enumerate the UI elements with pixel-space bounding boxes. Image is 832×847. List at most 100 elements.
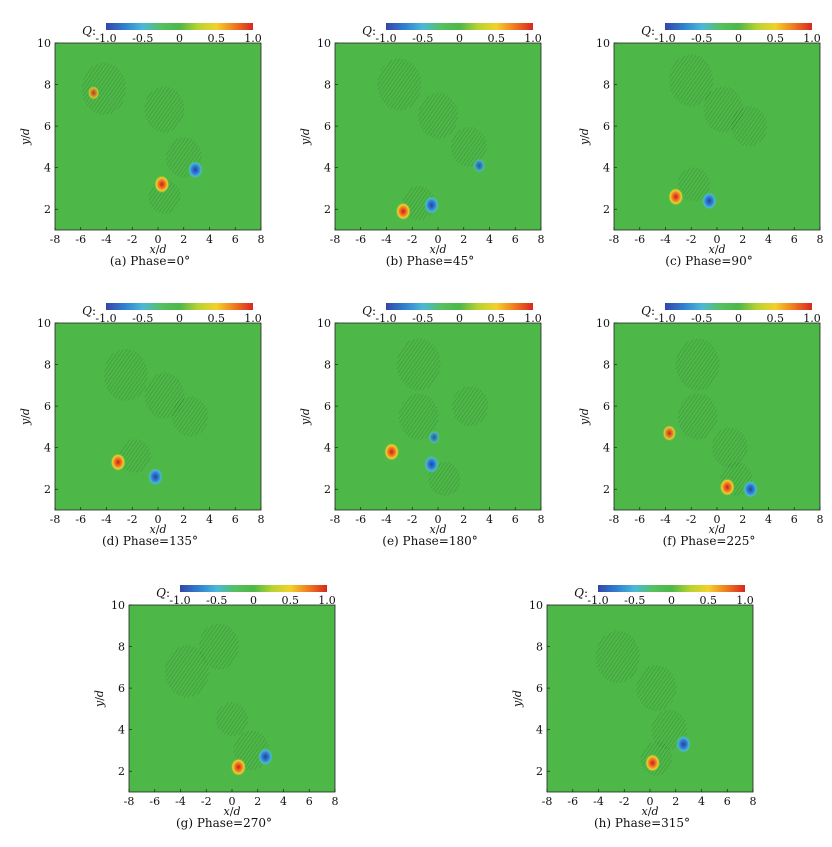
colorbar	[665, 303, 812, 310]
colorbar-tick-label: 0	[250, 594, 257, 607]
vortex-negative	[428, 430, 441, 445]
caption-e: (e) Phase=180°	[382, 534, 478, 548]
x-tick-label: -8	[124, 795, 135, 808]
wake-region	[81, 62, 126, 115]
vortex-positive	[87, 85, 100, 100]
x-tick-label: -2	[407, 513, 418, 526]
vortex-positive	[662, 424, 677, 442]
x-tick-label: 8	[538, 513, 545, 526]
x-tick-label: -4	[381, 233, 392, 246]
panel-f-plot: -8 -6 -4 -2 0 2 4 6 8 2 4 6 8 10 x/d y/d Q:-1.0 -0.5 0 0.5 1…	[578, 303, 824, 536]
x-tick-label: -4	[593, 795, 604, 808]
colorbar-tick-label: 0	[735, 32, 742, 45]
colorbar	[106, 303, 253, 310]
colorbar-tick-label: 0.5	[208, 32, 226, 45]
x-tick-label: -8	[50, 513, 61, 526]
x-tick-label: -2	[686, 233, 697, 246]
y-axis-label: y/d	[19, 128, 32, 146]
y-axis-label: y/d	[511, 690, 524, 708]
y-tick-label: 10	[596, 317, 610, 330]
colorbar-tick-label: 0	[456, 312, 463, 325]
wake-region	[731, 106, 768, 147]
y-tick-label: 8	[118, 641, 125, 654]
y-tick-label: 2	[118, 765, 125, 778]
x-tick-label: 6	[232, 233, 239, 246]
colorbar-tick-label: 0.5	[208, 312, 226, 325]
panel-a-plot: -8 -6 -4 -2 0 2 4 6 8 2 4 6 8 10 x/d y/d Q:-1.0 -0.5 0 0.5 1…	[19, 23, 265, 256]
x-tick-label: -8	[609, 233, 620, 246]
y-tick-label: 10	[529, 599, 543, 612]
wake-region	[595, 630, 640, 683]
wake-region	[103, 348, 148, 401]
wake-region	[677, 393, 718, 440]
x-tick-label: 6	[724, 795, 731, 808]
colorbar-tick-label: 0.5	[767, 32, 785, 45]
vortex-positive	[644, 753, 661, 772]
colorbar-label: Q:	[156, 586, 170, 600]
wake-region	[418, 92, 458, 139]
x-tick-label: -2	[686, 513, 697, 526]
wake-region	[452, 386, 489, 427]
colorbar-tick-label: 0	[176, 312, 183, 325]
colorbar-tick-label: 1.0	[244, 32, 262, 45]
x-tick-label: 0	[714, 233, 721, 246]
wake-region	[199, 623, 240, 670]
x-tick-label: 2	[180, 233, 187, 246]
vortex-negative	[257, 747, 274, 766]
x-axis-label: x/d	[709, 243, 726, 256]
vortex-negative	[423, 455, 440, 474]
colorbar-tick-label: 1.0	[736, 594, 754, 607]
y-tick-label: 2	[324, 483, 331, 496]
y-tick-label: 6	[536, 682, 543, 695]
y-tick-label: 10	[596, 37, 610, 50]
colorbar-tick-label: 1.0	[803, 32, 821, 45]
y-tick-label: 2	[603, 203, 610, 216]
y-axis-label: y/d	[93, 690, 106, 708]
x-tick-label: 8	[750, 795, 757, 808]
x-axis-label: x/d	[430, 243, 447, 256]
caption-f: (f) Phase=225°	[662, 534, 756, 548]
colorbar-tick-label: 0	[735, 312, 742, 325]
panel-g-plot: -8 -6 -4 -2 0 2 4 6 8 2 4 6 8 10 x/d y/d Q:-1.0 -0.5 0 0.5 1…	[93, 585, 339, 818]
colorbar-label: Q:	[82, 304, 96, 318]
x-tick-label: -8	[330, 233, 341, 246]
x-tick-label: -6	[149, 795, 160, 808]
colorbar	[386, 303, 533, 310]
x-tick-label: -8	[50, 233, 61, 246]
x-tick-label: 0	[155, 233, 162, 246]
x-tick-label: 8	[332, 795, 339, 808]
x-tick-label: -8	[542, 795, 553, 808]
vortex-positive	[230, 758, 247, 777]
y-tick-label: 6	[44, 120, 51, 133]
y-tick-label: 6	[603, 400, 610, 413]
vortex-negative	[147, 467, 164, 486]
colorbar-tick-label: -0.5	[132, 312, 153, 325]
y-tick-label: 4	[44, 162, 51, 175]
caption-h: (h) Phase=315°	[593, 816, 691, 830]
panel-a: -8 -6 -4 -2 0 2 4 6 8 2 4 6 8 10 x/d y/d Q: -1.0 -0.5 0 0.5 1…	[19, 18, 280, 268]
x-tick-label: 4	[765, 513, 772, 526]
colorbar-tick-label: -1.0	[375, 32, 396, 45]
y-tick-label: 10	[317, 37, 331, 50]
vortex-negative	[675, 735, 692, 754]
y-tick-label: 4	[324, 162, 331, 175]
x-tick-label: -2	[201, 795, 212, 808]
y-tick-label: 10	[37, 37, 51, 50]
wake-region	[675, 338, 720, 391]
x-tick-label: -2	[127, 513, 138, 526]
y-tick-label: 2	[536, 765, 543, 778]
y-axis-label: y/d	[578, 408, 591, 426]
y-axis-label: y/d	[19, 408, 32, 426]
y-tick-label: 6	[324, 400, 331, 413]
x-axis-label: x/d	[224, 805, 241, 818]
panel-d-plot: -8 -6 -4 -2 0 2 4 6 8 2 4 6 8 10 x/d y/d Q:-1.0 -0.5 0 0.5 1…	[19, 303, 265, 536]
caption-b: (b) Phase=45°	[385, 254, 475, 268]
y-tick-label: 6	[603, 120, 610, 133]
x-tick-label: 0	[714, 513, 721, 526]
colorbar	[665, 23, 812, 30]
y-tick-label: 4	[603, 162, 610, 175]
y-tick-label: 4	[324, 442, 331, 455]
wake-region	[677, 167, 710, 202]
colorbar-tick-label: 0.5	[700, 594, 718, 607]
x-axis-label: x/d	[709, 523, 726, 536]
